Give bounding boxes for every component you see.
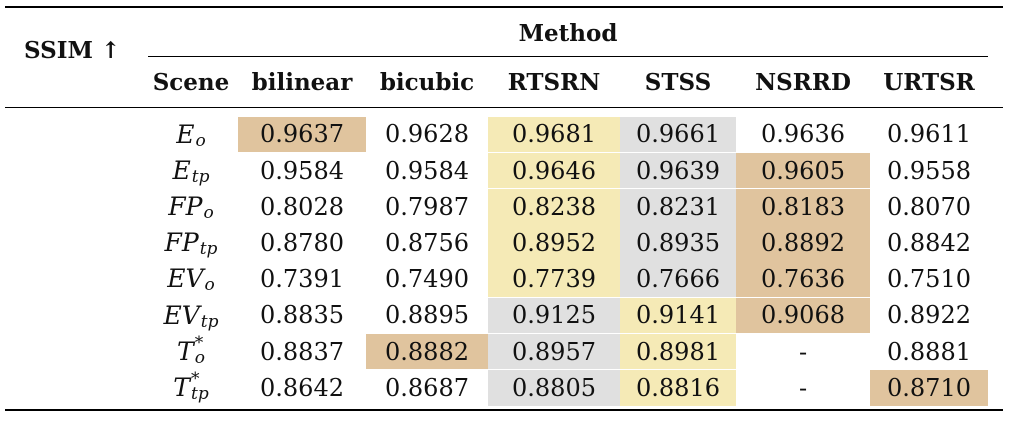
value-cell: 0.9584 [260, 156, 344, 185]
column-header-scene: Scene [152, 68, 230, 96]
value-cell: 0.9605 [736, 152, 870, 189]
value-cell: 0.9611 [887, 120, 971, 149]
value-cell: 0.8957 [488, 333, 620, 370]
scene-label: FP tp [164, 228, 218, 260]
value-cell: 0.8981 [620, 333, 736, 370]
value-cell: 0.8882 [366, 333, 488, 370]
value-cell: 0.8952 [488, 225, 620, 261]
value-cell: 0.8816 [620, 369, 736, 406]
scene-label: EV tp [163, 300, 219, 332]
value-cell: 0.7490 [385, 265, 469, 294]
value-cell: 0.9646 [488, 152, 620, 189]
value-cell: 0.8922 [887, 301, 971, 330]
value-cell: 0.8642 [260, 373, 344, 402]
value-cell: 0.9639 [620, 152, 736, 189]
value-cell: 0.9068 [736, 297, 870, 334]
value-cell: 0.9125 [488, 297, 620, 334]
value-cell: 0.9661 [620, 116, 736, 153]
value-cell: 0.7636 [736, 261, 870, 297]
value-cell: 0.8687 [385, 373, 469, 402]
value-cell: 0.8892 [736, 225, 870, 261]
value-cell: 0.8805 [488, 369, 620, 406]
column-header-rtsrn: RTSRN [507, 68, 601, 96]
value-cell: 0.8756 [385, 228, 469, 257]
bottom-rule [5, 409, 1003, 411]
value-cell: 0.9558 [887, 156, 971, 185]
value-cell: 0.8780 [260, 228, 344, 257]
column-header-nsrrd: NSRRD [755, 68, 851, 96]
value-cell: 0.7739 [488, 261, 620, 297]
top-rule [5, 6, 1003, 8]
value-cell: 0.8070 [887, 192, 971, 221]
value-cell: 0.9681 [488, 116, 620, 153]
value-cell: 0.9584 [385, 156, 469, 185]
corner-label: SSIM ↑ [24, 36, 121, 64]
value-cell: - [798, 373, 808, 402]
value-cell: 0.8231 [620, 188, 736, 225]
scene-label: FP o [168, 191, 214, 223]
scene-label: T * o [177, 332, 205, 369]
column-header-bilinear: bilinear [251, 68, 353, 96]
value-cell: 0.9637 [238, 116, 366, 153]
value-cell: 0.7666 [620, 261, 736, 297]
value-cell: 0.8238 [488, 188, 620, 225]
value-cell: 0.8835 [260, 301, 344, 330]
value-cell: 0.9636 [761, 120, 845, 149]
value-cell: 0.8935 [620, 225, 736, 261]
method-rule [148, 56, 988, 57]
value-cell: 0.7391 [260, 265, 344, 294]
column-header-bicubic: bicubic [379, 68, 475, 96]
value-cell: 0.8895 [385, 301, 469, 330]
value-cell: 0.8183 [736, 188, 870, 225]
column-header-urtsr: URTSR [883, 68, 975, 96]
scene-label: EV o [167, 264, 215, 296]
method-group-header: Method [518, 19, 618, 47]
value-cell: 0.8837 [260, 337, 344, 366]
value-cell: 0.7510 [887, 265, 971, 294]
value-cell: 0.7987 [385, 192, 469, 221]
value-cell: 0.9628 [385, 120, 469, 149]
header-rule [5, 107, 1003, 108]
value-cell: 0.8710 [870, 369, 988, 406]
scene-label: T * tp [173, 369, 209, 405]
value-cell: 0.8881 [887, 337, 971, 366]
value-cell: - [798, 337, 808, 366]
value-cell: 0.8842 [887, 228, 971, 257]
column-header-stss: STSS [644, 68, 712, 96]
value-cell: 0.9141 [620, 297, 736, 334]
value-cell: 0.8028 [260, 192, 344, 221]
